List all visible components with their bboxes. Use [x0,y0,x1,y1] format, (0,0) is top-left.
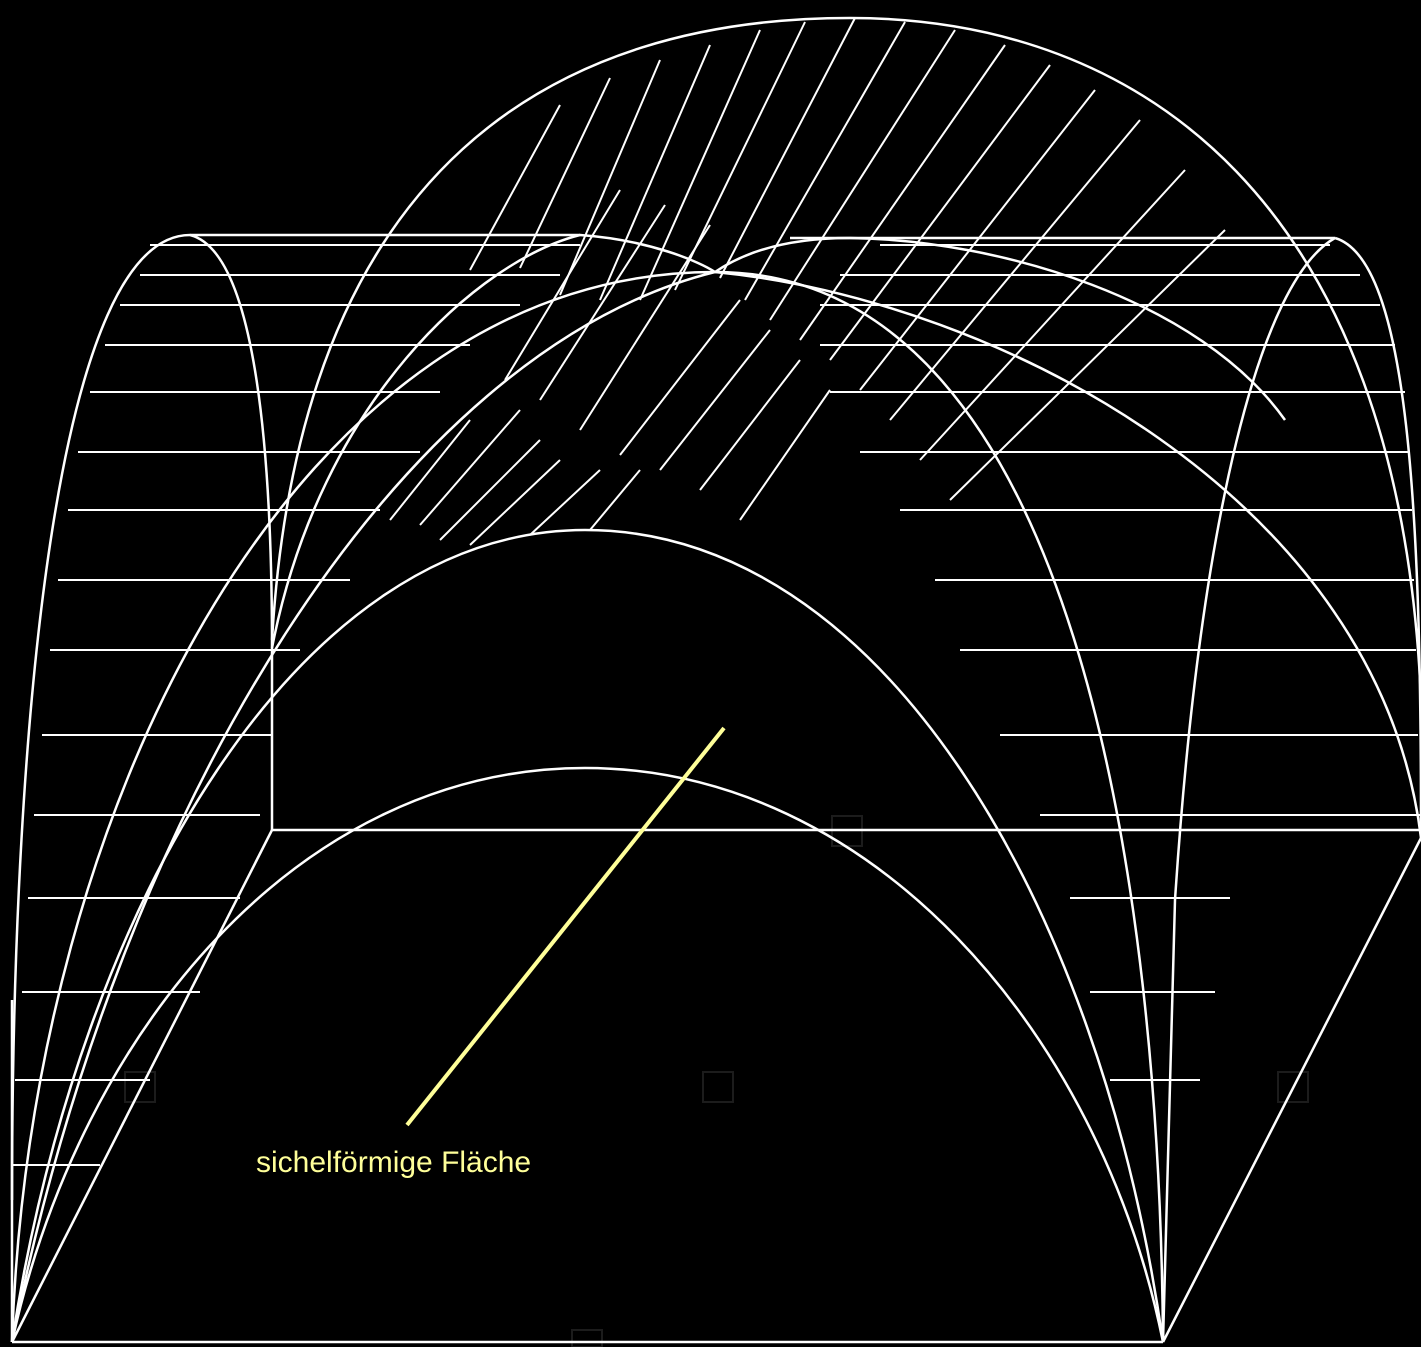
faint-marker [1277,1071,1309,1103]
hatch-line-diagonal [719,17,856,279]
horizontal-hatching [12,244,1421,1166]
groin-curve-left-upper [270,233,716,649]
groin-curve-left [10,270,716,1343]
hatch-line-diagonal [539,204,666,401]
right-barrel-front-arch [1334,236,1421,831]
left-barrel-front-arch [10,233,580,1201]
hatch-line-diagonal [559,59,661,296]
inner-arch-lower [10,766,1165,1343]
annotation-leader-line [405,726,726,1127]
hatch-line-diagonal [504,189,621,381]
main-vault-mid-arch [10,270,1165,1343]
groin-curve-right-upper [714,236,1287,421]
hatch-line-diagonal [519,77,611,269]
base-diagonal-right [1161,837,1421,1343]
hatch-line-diagonal [769,29,956,321]
left-barrel-back-arch [189,233,274,649]
hatch-line-diagonal [699,359,801,491]
hatch-line-diagonal [739,389,831,521]
hatch-line-diagonal [389,419,471,521]
faint-marker [571,1329,603,1347]
hatch-line-diagonal [529,469,601,536]
hatch-line-diagonal [599,44,711,301]
hatch-line-diagonal [419,409,521,526]
hatch-line-diagonal [589,469,641,531]
hatch-line-diagonal [829,64,1051,361]
groin-curve-right [714,270,1421,839]
right-barrel-back-arch [1161,236,1336,1343]
faint-marker [702,1071,734,1103]
inner-arch-upper [10,528,1165,1343]
hatch-line-diagonal [469,104,561,271]
hatch-line-diagonal [799,44,1006,341]
annotation-label: sichelförmige Fläche [256,1146,531,1179]
main-vault-outer-arch [270,16,1421,701]
hatch-line-diagonal [619,299,741,456]
faint-marker [124,1071,156,1103]
hatch-line-diagonal [439,439,541,541]
hatch-line-diagonal [639,29,761,301]
base-diagonal-left [10,829,274,1343]
hatch-line-diagonal [744,21,906,301]
hatch-line-diagonal [919,169,1186,461]
hatch-line-diagonal [659,329,771,471]
vault-outlines [10,16,1421,1344]
hatch-line-diagonal [469,459,561,546]
